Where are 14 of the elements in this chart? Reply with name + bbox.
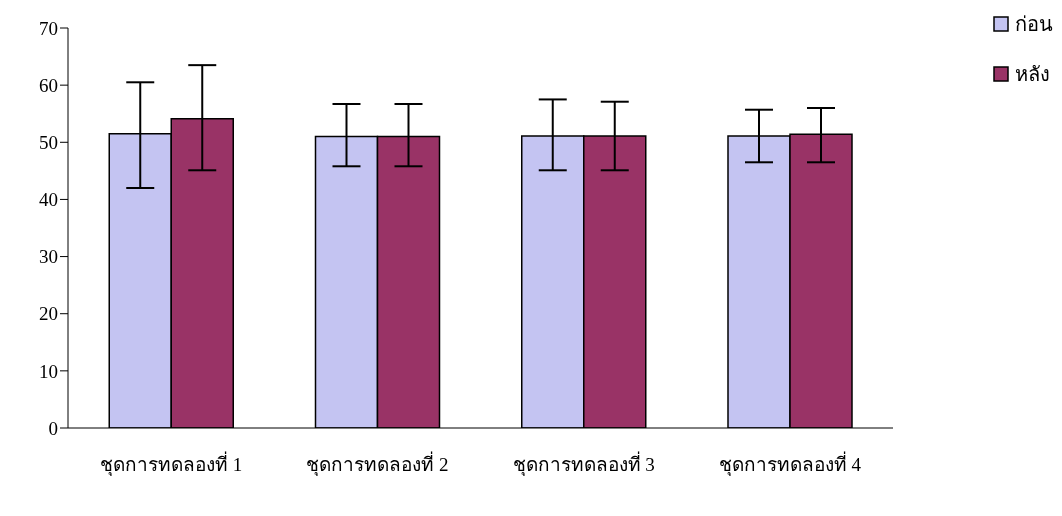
y-tick-label: 30	[39, 246, 58, 268]
x-tick-label: ชุดการทดลองที่ 2	[306, 451, 449, 478]
legend-label: หลัง	[1015, 62, 1050, 87]
x-tick-label: ชุดการทดลองที่ 4	[718, 451, 862, 478]
y-tick-label: 40	[39, 189, 58, 211]
x-tick-label: ชุดการทดลองที่ 1	[100, 451, 243, 478]
x-tick-label: ชุดการทดลองที่ 3	[512, 451, 655, 478]
y-tick-label: 60	[39, 74, 58, 96]
y-tick-label: 10	[39, 360, 58, 382]
y-tick-label: 0	[48, 417, 58, 439]
y-tick-label: 50	[39, 132, 58, 154]
y-tick-label: 70	[39, 17, 58, 39]
y-tick-label: 20	[39, 303, 58, 325]
legend-label: ก่อน	[1015, 12, 1053, 37]
